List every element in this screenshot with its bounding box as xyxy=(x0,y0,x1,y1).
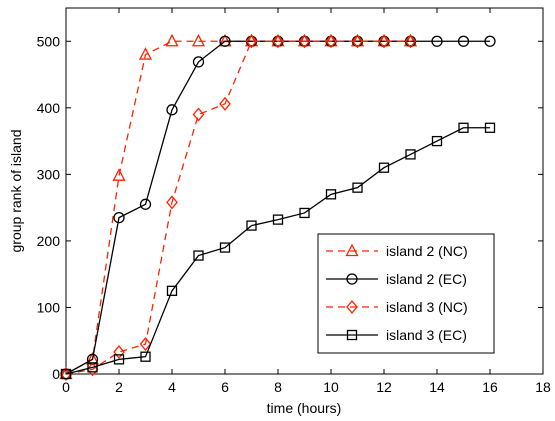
data-point xyxy=(193,250,204,261)
data-point xyxy=(166,104,178,116)
x-tick-label: 4 xyxy=(168,379,176,395)
legend-marker xyxy=(346,299,358,315)
data-point xyxy=(405,149,416,160)
x-tick-label: 14 xyxy=(429,379,445,395)
data-point xyxy=(219,242,231,253)
data-point xyxy=(112,168,126,181)
data-point xyxy=(191,33,206,47)
data-point xyxy=(352,182,363,193)
y-tick-label: 200 xyxy=(37,233,61,249)
y-tick-label: 500 xyxy=(37,33,61,49)
data-point xyxy=(139,337,152,352)
x-tick-label: 12 xyxy=(376,379,392,395)
legend-marker xyxy=(346,329,358,341)
data-point xyxy=(113,211,125,224)
data-point xyxy=(140,351,151,362)
legend-label: island 3 (EC) xyxy=(386,327,467,343)
data-point xyxy=(272,214,284,225)
data-point xyxy=(484,122,496,133)
data-point xyxy=(431,35,443,47)
series-3 xyxy=(60,34,417,382)
data-point xyxy=(192,107,205,122)
data-point xyxy=(431,135,443,147)
x-tick-label: 0 xyxy=(62,379,70,395)
legend-label: island 2 (EC) xyxy=(386,271,467,287)
data-point xyxy=(378,34,390,49)
x-tick-label: 18 xyxy=(535,379,551,395)
legend: island 2 (NC) island 2 (EC) island 3 (NC) i… xyxy=(317,233,495,354)
legend-label: island 3 (NC) xyxy=(386,299,468,315)
axis-ticks: 0 2 4 6 8 10 12 14 16 18 0 100 200 300 400 500 xyxy=(37,8,551,395)
legend-marker xyxy=(346,273,358,285)
data-point xyxy=(113,345,125,360)
data-point xyxy=(325,189,337,200)
x-tick-label: 2 xyxy=(115,379,123,395)
x-tick-label: 8 xyxy=(274,379,282,395)
x-tick-label: 10 xyxy=(323,379,339,395)
legend-marker xyxy=(345,243,359,257)
data-point xyxy=(60,368,72,380)
y-tick-label: 100 xyxy=(37,299,61,315)
data-point xyxy=(86,362,99,377)
series-line xyxy=(65,127,490,375)
x-tick-label: 16 xyxy=(482,379,498,395)
data-point xyxy=(378,162,390,173)
data-point xyxy=(404,34,417,49)
data-point xyxy=(246,220,257,231)
y-axis-label: group rank of island xyxy=(8,130,24,253)
data-point xyxy=(139,198,152,210)
data-point xyxy=(165,33,179,47)
y-tick-label: 400 xyxy=(37,100,61,116)
x-axis-label: time (hours) xyxy=(267,400,342,416)
data-point xyxy=(192,56,205,68)
data-point xyxy=(325,34,337,49)
data-point xyxy=(458,122,469,133)
data-point xyxy=(138,47,153,60)
data-point xyxy=(219,96,231,111)
data-point xyxy=(245,34,258,49)
data-point xyxy=(219,35,231,47)
data-point xyxy=(86,353,99,366)
legend-label: island 2 (NC) xyxy=(386,243,468,259)
data-point xyxy=(457,35,470,47)
data-point xyxy=(484,35,496,47)
data-point xyxy=(166,195,178,210)
data-point xyxy=(166,285,178,296)
series-layer xyxy=(59,33,496,382)
x-tick-label: 6 xyxy=(221,379,229,395)
data-point xyxy=(113,354,125,365)
data-point xyxy=(299,207,310,219)
data-point xyxy=(60,366,72,382)
data-point xyxy=(298,34,311,49)
data-point xyxy=(351,34,364,49)
y-tick-label: 300 xyxy=(37,166,61,182)
data-point xyxy=(272,34,284,49)
data-point xyxy=(87,362,98,373)
y-tick-label: 0 xyxy=(52,366,60,382)
series-4 xyxy=(60,122,496,380)
